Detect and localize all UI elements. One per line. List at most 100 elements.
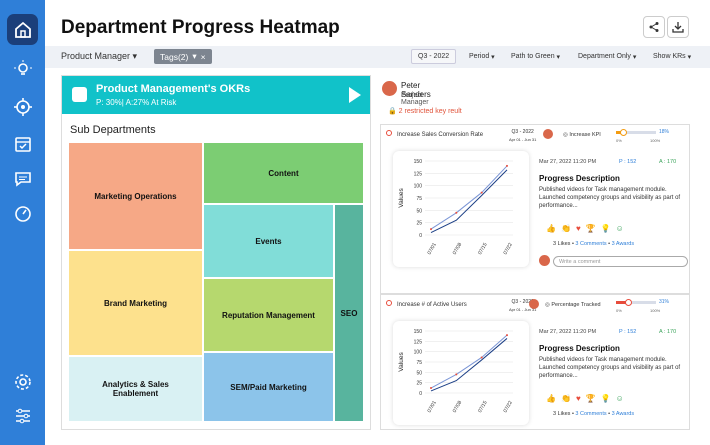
tile-label: Reputation Management [222, 310, 315, 320]
sliders-icon[interactable] [7, 400, 38, 431]
thumbs-up-icon[interactable]: 👍 [546, 224, 556, 233]
department-only-dropdown[interactable]: Department Only ▾ [578, 53, 637, 61]
clap-icon[interactable]: 👏 [560, 224, 571, 233]
comments-link[interactable]: 3 Comments [575, 241, 607, 247]
user-name: Peter Sanders [401, 81, 431, 99]
y-tick-label: 0 [419, 233, 422, 239]
product-manager-dropdown[interactable]: Product Manager ▾ [61, 51, 138, 61]
lock-icon: 🔒 [388, 108, 397, 115]
show-krs-dropdown[interactable]: Show KRs ▾ [653, 53, 692, 61]
kr-dates: Apr 01 - Jun 31 [509, 137, 537, 142]
tile-label: SEO [340, 308, 358, 318]
heart-icon[interactable]: ♥ [575, 394, 581, 403]
okr-name: Product Management's OKRs [96, 83, 251, 95]
tags-chip[interactable]: Tags(2) ▾ × [154, 49, 212, 64]
likes-count[interactable]: 3 Likes [553, 241, 571, 247]
gauge-icon[interactable] [7, 198, 38, 229]
engagement-stats: 3 Likes • 3 Comments • 3 Awards [553, 411, 635, 417]
progress-knob[interactable] [625, 299, 633, 306]
y-tick-label: 150 [414, 159, 423, 165]
progress-description-text: Published videos for Task management mod… [539, 357, 681, 379]
actual-value: A : 170 [659, 329, 677, 335]
kr-area: Peter Sanders Project Manager 🔒 2 restri… [380, 75, 700, 435]
kr-title[interactable]: Increase Sales Conversion Rate [397, 132, 484, 138]
actual-value: A : 170 [659, 159, 677, 165]
kr-status-icon [386, 300, 392, 306]
idea-icon[interactable]: 💡 [600, 394, 611, 403]
series-line [430, 338, 508, 392]
kr-card: Increase Sales Conversion Rate Q3 - 2022… [380, 124, 690, 294]
y-tick-label: 125 [414, 171, 423, 177]
restricted-text: 2 restricted key reult [398, 108, 462, 115]
tile-marketing-operations[interactable]: Marketing Operations [68, 142, 203, 250]
y-tick-label: 0 [419, 391, 422, 397]
kr-quarter: Q3 - 2022 Apr 01 - Jun 31 [509, 129, 536, 144]
department-only-label: Department Only [578, 53, 631, 60]
progress-knob[interactable] [620, 129, 628, 136]
play-icon[interactable] [349, 87, 361, 103]
trophy-icon[interactable]: 🏆 [585, 394, 596, 403]
tile-sem-paid-marketing[interactable]: SEM/Paid Marketing [203, 352, 334, 422]
share-icon[interactable] [643, 16, 665, 38]
data-point [430, 228, 432, 231]
tile-content[interactable]: Content [203, 142, 364, 204]
x-tick-label: 07/15 [477, 400, 489, 414]
target-icon[interactable] [7, 91, 38, 122]
thumbs-up-icon[interactable]: 👍 [546, 394, 556, 403]
trophy-icon[interactable]: 🏆 [585, 224, 596, 233]
progress-bar[interactable] [616, 129, 656, 136]
period-label: Period [469, 53, 490, 60]
tile-seo[interactable]: SEO [334, 204, 364, 422]
planned-value: P : 152 [619, 329, 637, 335]
home-icon[interactable] [7, 14, 38, 45]
quarter-select[interactable]: Q3 - 2022 [411, 49, 457, 64]
tile-analytics-sales-enablement[interactable]: Analytics & Sales Enablement [68, 356, 203, 422]
x-tick-label: 07/22 [502, 242, 514, 256]
avatar [529, 299, 539, 309]
data-point [480, 191, 483, 194]
progress-bar[interactable] [616, 299, 656, 306]
okr-icon [72, 87, 87, 102]
tag-close-icon[interactable]: × [200, 51, 206, 62]
y-axis-label: Values [398, 352, 405, 372]
tile-label: Marketing Operations [94, 191, 177, 201]
engagement-stats: 3 Likes • 3 Comments • 3 Awards [553, 241, 635, 247]
smile-icon[interactable]: ☺ [615, 224, 624, 233]
chat-icon[interactable] [7, 163, 38, 194]
tile-label: Content [268, 168, 299, 178]
heart-icon[interactable]: ♥ [575, 224, 581, 233]
kr-card: Increase # of Active Users Q3 - 2022 Apr … [380, 294, 690, 430]
progress-description-title: Progress Description [539, 344, 620, 353]
data-point [480, 356, 483, 359]
tile-brand-marketing[interactable]: Brand Marketing [68, 250, 203, 356]
idea-icon[interactable]: 💡 [600, 224, 611, 233]
avatar [543, 129, 553, 139]
tile-label: Brand Marketing [103, 298, 168, 308]
tile-events[interactable]: Events [203, 204, 334, 278]
y-tick-label: 25 [416, 221, 422, 227]
smile-icon[interactable]: ☺ [615, 394, 624, 403]
period-dropdown[interactable]: Period ▾ [469, 53, 495, 61]
settings-icon[interactable] [7, 366, 38, 397]
download-icon[interactable] [667, 16, 689, 38]
path-to-green-dropdown[interactable]: Path to Green ▾ [511, 53, 561, 61]
series-line [430, 169, 508, 233]
progress-chart: 0 25 50 75 100 125 150 07/01 07/08 07/15 07/22 Valu… [393, 321, 529, 425]
progress-percent: 18% [659, 129, 670, 135]
comment-input[interactable]: Write a comment [553, 256, 688, 267]
data-point [506, 164, 508, 167]
y-tick-label: 150 [414, 329, 423, 335]
restricted-notice[interactable]: 🔒 2 restricted key reult [388, 107, 462, 115]
kr-title[interactable]: Increase # of Active Users [397, 302, 467, 308]
awards-link[interactable]: 3 Awards [611, 241, 635, 247]
likes-count[interactable]: 3 Likes [553, 411, 571, 417]
okr-header[interactable]: Product Management's OKRs P: 30%| A:27% … [62, 76, 370, 114]
clap-icon[interactable]: 👏 [560, 394, 571, 403]
kr-quarter-label: Q3 - 2022 [511, 299, 534, 305]
calendar-check-icon[interactable] [7, 128, 38, 159]
comments-link[interactable]: 3 Comments [575, 411, 607, 417]
tile-reputation-management[interactable]: Reputation Management [203, 278, 334, 352]
awards-link[interactable]: 3 Awards [611, 411, 635, 417]
kr-type-label: Increase KPI [569, 132, 601, 138]
lightbulb-icon[interactable] [7, 53, 38, 84]
